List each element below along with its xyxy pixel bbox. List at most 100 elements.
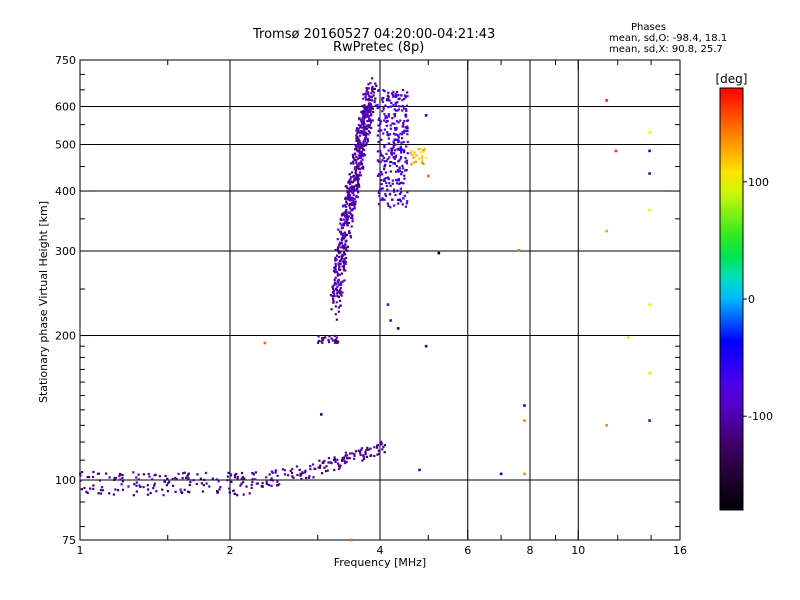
trace-point: [237, 478, 239, 480]
x-tick-label: 6: [464, 544, 471, 557]
trace-point: [251, 481, 253, 483]
trace-point: [343, 219, 345, 221]
trace-point: [339, 300, 341, 302]
trace-point: [354, 166, 356, 168]
trace-point: [393, 189, 395, 191]
trace-point: [393, 162, 395, 164]
trace-point: [402, 126, 404, 128]
trace-point: [381, 159, 383, 161]
trace-point: [393, 205, 395, 207]
trace-point: [344, 260, 346, 262]
trace-point: [167, 490, 169, 492]
trace-point: [404, 94, 406, 96]
trace-point: [336, 271, 338, 273]
trace-point: [354, 198, 356, 200]
trace-point: [334, 295, 336, 297]
trace-point: [345, 214, 347, 216]
trace-point: [386, 116, 388, 118]
trace-point: [419, 151, 421, 153]
trace-point: [255, 471, 257, 473]
trace-point: [83, 487, 85, 489]
trace-point: [344, 462, 346, 464]
trace-point: [328, 457, 330, 459]
trace-point: [365, 93, 367, 95]
trace-point: [230, 481, 232, 483]
trace-point: [87, 492, 89, 494]
trace-point: [351, 225, 353, 227]
trace-point: [339, 289, 341, 291]
trace-point: [376, 104, 378, 106]
trace-point: [372, 119, 374, 121]
trace-point: [79, 480, 81, 482]
trace-point: [203, 479, 205, 481]
trace-point: [269, 473, 271, 475]
trace-point: [344, 236, 346, 238]
trace-point: [400, 152, 402, 154]
trace-point: [388, 138, 390, 140]
trace-point: [368, 87, 370, 89]
trace-point: [401, 99, 403, 101]
trace-point: [166, 484, 168, 486]
trace-point: [349, 194, 351, 196]
trace-point: [382, 101, 384, 103]
data-point: [648, 172, 651, 175]
trace-point: [398, 183, 400, 185]
trace-point: [392, 147, 394, 149]
trace-point: [405, 126, 407, 128]
trace-point: [342, 260, 344, 262]
data-point: [648, 303, 651, 306]
trace-point: [350, 162, 352, 164]
trace-point: [234, 476, 236, 478]
y-tick-label: 400: [55, 185, 76, 198]
trace-point: [150, 492, 152, 494]
trace-point: [366, 107, 368, 109]
trace-point: [395, 104, 397, 106]
trace-point: [340, 231, 342, 233]
trace-point: [365, 116, 367, 118]
trace-point: [384, 180, 386, 182]
trace-point: [399, 199, 401, 201]
trace-point: [354, 185, 356, 187]
trace-point: [378, 192, 380, 194]
trace-point: [370, 454, 372, 456]
trace-point: [340, 283, 342, 285]
trace-point: [370, 105, 372, 107]
trace-point: [391, 154, 393, 156]
trace-point: [421, 159, 423, 161]
trace-point: [393, 152, 395, 154]
trace-point: [335, 277, 337, 279]
trace-point: [403, 120, 405, 122]
trace-point: [205, 472, 207, 474]
trace-point: [218, 488, 220, 490]
trace-point: [377, 134, 379, 136]
trace-point: [393, 133, 395, 135]
y-tick-label: 100: [55, 474, 76, 487]
trace-point: [360, 174, 362, 176]
trace-point: [349, 232, 351, 234]
trace-point: [350, 186, 352, 188]
trace-point: [401, 171, 403, 173]
trace-point: [202, 490, 204, 492]
trace-point: [353, 458, 355, 460]
data-point: [397, 327, 400, 330]
trace-point: [228, 488, 230, 490]
trace-point: [336, 459, 338, 461]
trace-point: [368, 98, 370, 100]
trace-point: [370, 122, 372, 124]
trace-point: [402, 203, 404, 205]
trace-point: [138, 478, 140, 480]
trace-point: [346, 454, 348, 456]
trace-point: [381, 183, 383, 185]
trace-point: [380, 152, 382, 154]
trace-point: [378, 195, 380, 197]
colorbar: [720, 88, 743, 510]
trace-point: [415, 161, 417, 163]
trace-point: [403, 141, 405, 143]
trace-point: [417, 148, 419, 150]
y-tick-label: 200: [55, 330, 76, 343]
trace-point: [422, 151, 424, 153]
trace-point: [365, 136, 367, 138]
trace-point: [404, 169, 406, 171]
trace-point: [400, 156, 402, 158]
trace-point: [189, 481, 191, 483]
